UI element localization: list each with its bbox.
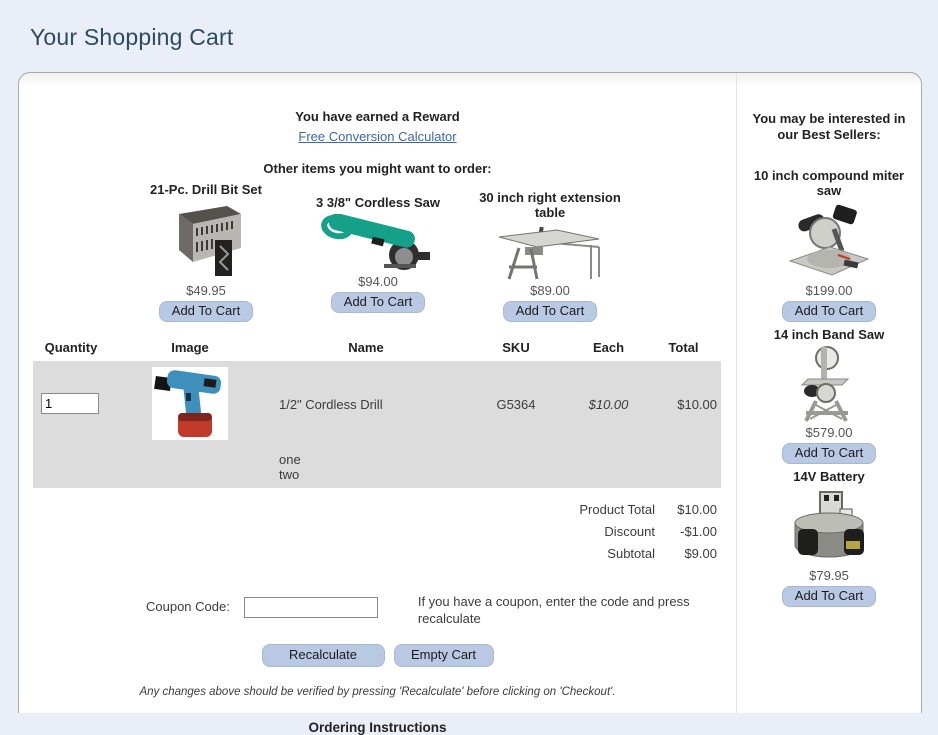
free-conversion-calculator-link[interactable]: Free Conversion Calculator: [298, 129, 457, 144]
cart-item-sku: G5364: [496, 397, 536, 413]
extension-table-image: [464, 225, 636, 281]
coupon-section: Coupon Code: If you have a coupon, enter…: [146, 594, 736, 627]
product-total-label: Product Total: [579, 501, 655, 517]
product-name: 14V Battery: [793, 469, 865, 485]
discount-value: -$1.00: [680, 523, 717, 539]
recalculate-button[interactable]: Recalculate: [261, 643, 385, 667]
add-to-cart-button[interactable]: Add To Cart: [781, 443, 877, 465]
cart-item-note: one: [279, 452, 301, 468]
product-name: 30 inch right extension table: [479, 190, 621, 221]
drill-bit-set-image: [179, 206, 241, 277]
main-content: You have earned a Reward Free Conversion…: [19, 73, 736, 735]
product-name: 3 3/8" Cordless Saw: [316, 195, 440, 210]
column-header-sku: SKU: [502, 340, 530, 356]
band-saw-image: [800, 346, 850, 423]
extension-table-image: [498, 226, 600, 280]
subtotal-value: $9.00: [684, 545, 717, 561]
suggestions-heading: Other items you might want to order:: [263, 161, 492, 176]
cart-item-note: two: [279, 467, 300, 483]
band-saw-image: [745, 345, 913, 423]
add-to-cart-button[interactable]: Add To Cart: [330, 292, 426, 314]
reward-message: You have earned a Reward: [295, 109, 460, 124]
quantity-input[interactable]: [41, 393, 99, 415]
cart-item-name: 1/2" Cordless Drill: [279, 397, 383, 413]
empty-cart-button[interactable]: Empty Cart: [393, 643, 494, 667]
best-sellers-heading: You may be interested in our Best Seller…: [752, 111, 906, 143]
discount-label: Discount: [604, 523, 655, 539]
product-price: $79.95: [809, 567, 849, 583]
best-sellers-sidebar: You may be interested in our Best Seller…: [736, 73, 921, 713]
miter-saw-image: [787, 204, 869, 276]
coupon-help-text: If you have a coupon, enter the code and…: [417, 594, 690, 626]
cordless-drill-image: [152, 367, 228, 441]
add-to-cart-button[interactable]: Add To Cart: [502, 300, 598, 322]
drill-bit-set-image: [120, 201, 292, 281]
product-price: $89.00: [530, 282, 570, 298]
column-header-name: Name: [348, 340, 384, 356]
product-price: $94.00: [358, 274, 398, 290]
ordering-instructions-heading: Ordering Instructions: [308, 719, 447, 735]
product-total-value: $10.00: [677, 501, 717, 517]
product-price: $49.95: [186, 283, 226, 299]
recalculate-verify-note: Any changes above should be verified by …: [139, 685, 616, 698]
column-header-total: Total: [668, 340, 699, 356]
suggested-product-extension-table: 30 inch right extension table: [464, 190, 636, 322]
cordless-saw-image: [321, 214, 430, 271]
product-name: 10 inch compound miter saw: [753, 167, 905, 198]
column-header-image: Image: [171, 340, 209, 356]
cart-table-header: Quantity Image Name SKU Each Total: [33, 340, 721, 355]
cart-actions: Recalculate Empty Cart: [19, 643, 736, 667]
suggested-products-row: 21-Pc. Drill Bit Set: [19, 182, 736, 323]
product-price: $199.00: [805, 283, 853, 299]
add-to-cart-button[interactable]: Add To Cart: [781, 301, 877, 323]
column-header-each: Each: [592, 340, 625, 356]
battery-image: [794, 490, 864, 558]
column-header-quantity: Quantity: [44, 340, 98, 356]
cordless-saw-image: [292, 214, 464, 272]
cart-item-total-price: $10.00: [677, 397, 717, 413]
battery-image: [745, 488, 913, 566]
coupon-code-input[interactable]: [243, 597, 378, 619]
product-name: 14 inch Band Saw: [773, 327, 885, 343]
add-to-cart-button[interactable]: Add To Cart: [781, 585, 877, 607]
subtotal-label: Subtotal: [607, 545, 655, 561]
miter-saw-image: [745, 201, 913, 281]
suggested-product-cordless-saw: 3 3/8" Cordless Saw $94.00 Add To Cart: [292, 195, 464, 314]
cart-item-each-price: $10.00: [588, 397, 629, 413]
cordless-drill-image: [154, 370, 222, 437]
cart-totals: Product Total $10.00 Discount -$1.00 Sub…: [19, 498, 717, 564]
cart-panel: You have earned a Reward Free Conversion…: [18, 72, 922, 735]
cart-table: Quantity Image Name SKU Each Total: [33, 340, 721, 489]
cart-item-notes: one two: [271, 452, 461, 482]
coupon-code-label: Coupon Code:: [146, 599, 230, 615]
product-price: $579.00: [805, 425, 853, 441]
add-to-cart-button[interactable]: Add To Cart: [158, 301, 254, 323]
page-title: Your Shopping Cart: [30, 24, 234, 50]
cart-row: 1/2" Cordless Drill G5364 $10.00 $10.00 …: [33, 361, 721, 489]
product-name: 21-Pc. Drill Bit Set: [150, 182, 262, 197]
suggested-product-drill-bit-set: 21-Pc. Drill Bit Set: [120, 182, 292, 323]
